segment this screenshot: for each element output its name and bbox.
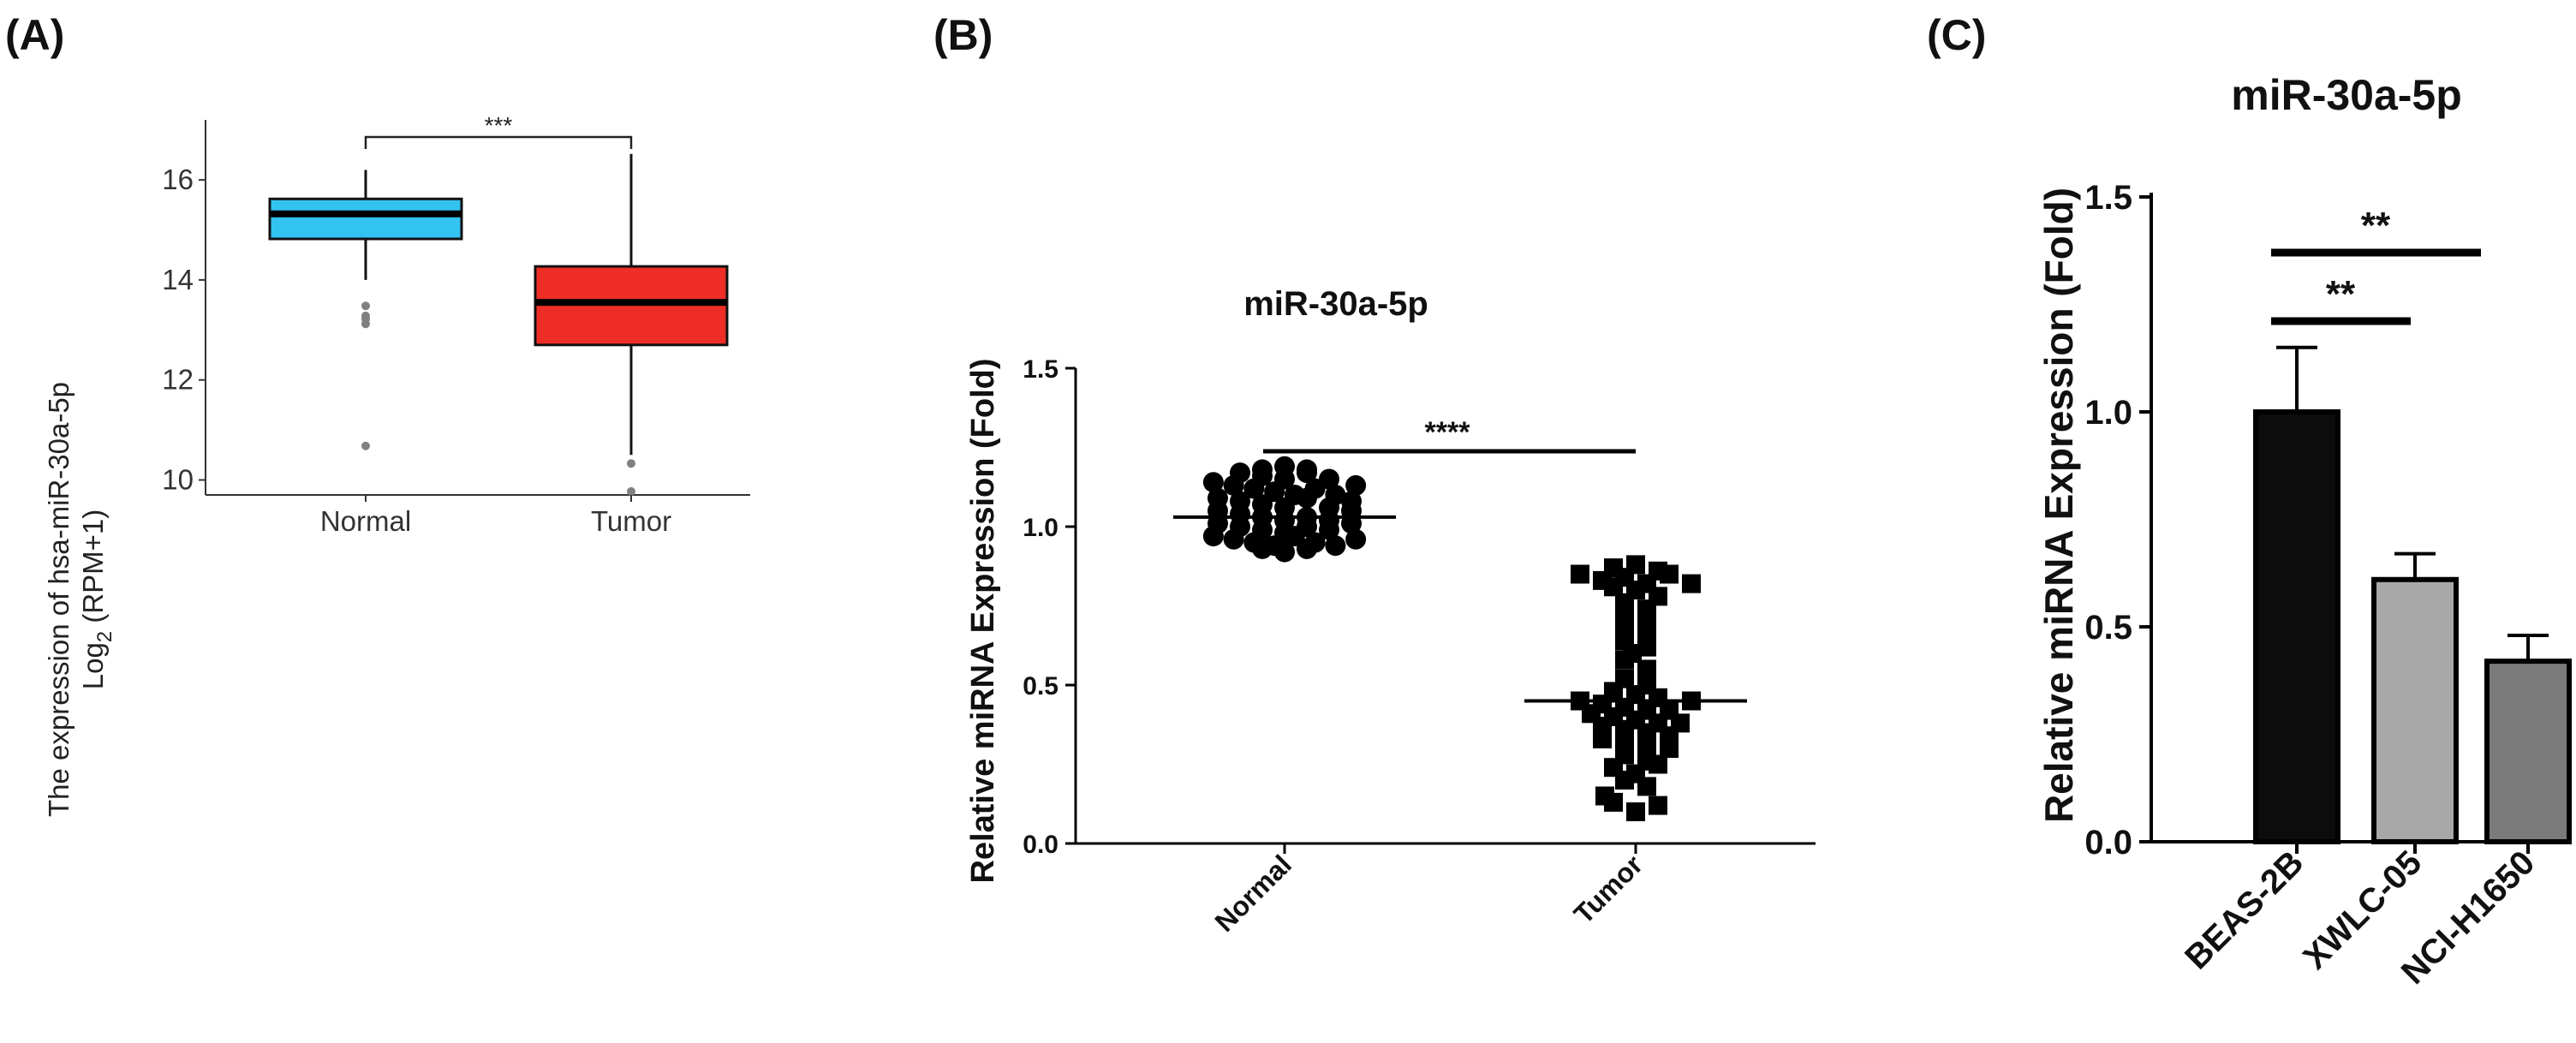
panel-b-label: (B) (933, 11, 993, 59)
panel-c-significance-label: ** (2361, 205, 2391, 247)
scatter-point-normal (1325, 485, 1346, 505)
panel-c-yticks: 0.0 0.5 1.0 1.5 (2084, 179, 2151, 861)
panel-c-ytick-label: 1.0 (2084, 394, 2132, 432)
scatter-point-normal (1345, 474, 1367, 496)
panel-a-significance-label: *** (485, 112, 513, 139)
scatter-point-tumor (1604, 792, 1623, 812)
panel-b-yticks: 0.0 0.5 1.0 1.5 (1023, 355, 1076, 859)
panel-c: (C) miR-30a-5p Relative miRNA Expression… (1927, 11, 2572, 992)
panel-b-ylabel: Relative miRNA Expression (Fold) (965, 358, 1001, 883)
scatter-point-tumor (1637, 777, 1656, 796)
panel-b-ytick-label: 0.5 (1023, 672, 1058, 700)
scatter-point-tumor (1660, 739, 1679, 758)
panel-a-ylabel-line1: The expression of hsa-miR-30a-5p (43, 382, 75, 817)
panel-a-ylabel-line2: Log2 (RPM+1) (77, 510, 116, 690)
panel-c-ytick-label: 0.5 (2084, 609, 2132, 647)
panel-c-ylabel: Relative miRNA Expression (Fold) (2036, 188, 2081, 823)
panel-b-xtick-label: Normal (1209, 849, 1297, 937)
panel-c-significance-label: ** (2326, 273, 2356, 315)
scatter-point-tumor (1637, 637, 1656, 657)
panel-a-ytick-label: 10 (162, 463, 194, 495)
box-outlier-point (361, 441, 370, 450)
scatter-point-normal (1223, 528, 1244, 550)
panel-a-boxes (268, 153, 729, 496)
scatter-point-tumor (1660, 564, 1679, 584)
scatter-point-tumor (1649, 796, 1667, 815)
panel-a-significance: *** (364, 112, 633, 149)
scatter-point-tumor (1604, 577, 1623, 597)
scatter-point-tumor (1637, 659, 1656, 679)
panel-b-axes (1074, 368, 1816, 845)
scatter-point-normal (1319, 519, 1339, 540)
scatter-point-tumor (1615, 650, 1634, 670)
scatter-point-normal (1202, 472, 1224, 493)
scatter-point-tumor (1593, 729, 1612, 748)
panel-b-significance: **** (1263, 416, 1636, 454)
panel-b-ytick-label: 1.5 (1023, 355, 1058, 384)
panel-a-axes (205, 120, 750, 496)
panel-b-ytick-label: 1.0 (1023, 514, 1058, 542)
box-outlier-point (361, 301, 370, 311)
ylabel-rpm: (RPM+1) (77, 510, 109, 631)
scatter-point-tumor (1571, 564, 1589, 584)
scatter-point-normal (1252, 538, 1273, 559)
box-outlier-point (627, 486, 635, 496)
panel-c-xtick-label: BEAS-2B (2178, 843, 2311, 976)
scatter-point-tumor (1649, 754, 1667, 774)
scatter-point-normal (1223, 474, 1244, 496)
panel-c-ytick-label: 0.0 (2084, 824, 2132, 861)
scatter-point-normal (1243, 478, 1265, 499)
scatter-point-tumor (1637, 723, 1656, 742)
scatter-point-tumor (1626, 802, 1645, 821)
panel-b-ytick-label: 0.0 (1023, 831, 1058, 859)
bar-xwlc-05 (2371, 576, 2459, 845)
scatter-point-normal (1274, 541, 1295, 563)
panel-b-points (1173, 456, 1747, 821)
scatter-point-tumor (1671, 713, 1690, 733)
box-outlier-point (361, 319, 370, 329)
panel-a-xtick-label: Tumor (591, 505, 671, 537)
panel-a-ytick-label: 12 (162, 364, 194, 396)
panel-a-ytick-label: 16 (162, 164, 194, 195)
scatter-point-normal (1325, 535, 1346, 557)
scatter-point-normal (1345, 528, 1367, 550)
panel-a-label: (A) (5, 11, 64, 59)
panel-a-yticks: 10 12 14 16 (162, 164, 206, 495)
ylabel-subscript: 2 (93, 631, 116, 642)
scatter-point-tumor (1682, 574, 1701, 593)
panel-c-ytick-label: 1.5 (2084, 179, 2132, 217)
panel-b-xticks: Normal Tumor (1209, 843, 1649, 938)
scatter-point-normal (1297, 462, 1317, 484)
panel-c-title: miR-30a-5p (2231, 71, 2462, 119)
panel-a-xtick-label: Normal (320, 505, 411, 537)
panel-c-bars (2253, 345, 2572, 845)
panel-a: (A) 10 12 14 16 Normal Tumor *** The express… (5, 11, 750, 817)
panel-a-xticks: Normal Tumor (320, 495, 671, 537)
panel-c-significance: **** (2271, 205, 2481, 325)
scatter-point-normal (1297, 487, 1317, 509)
bar-nci-h1650 (2484, 659, 2572, 844)
bar-beas-2b (2253, 409, 2340, 844)
box-outlier-point (627, 459, 635, 468)
panel-c-label: (C) (1927, 11, 1986, 59)
scatter-point-tumor (1615, 771, 1634, 790)
panel-b-significance-label: **** (1425, 416, 1471, 449)
panel-b-xtick-label: Tumor (1568, 849, 1649, 929)
ylabel-log: Log (77, 642, 109, 689)
scatter-point-normal (1202, 526, 1224, 547)
panel-a-significance-bracket (364, 135, 633, 149)
panel-a-ytick-label: 14 (162, 264, 194, 295)
panel-b-title: miR-30a-5p (1243, 285, 1428, 323)
box-normal (268, 197, 463, 241)
scatter-point-normal (1297, 538, 1317, 559)
panel-b: (B) miR-30a-5p Relative miRNA Expression… (933, 11, 1816, 938)
